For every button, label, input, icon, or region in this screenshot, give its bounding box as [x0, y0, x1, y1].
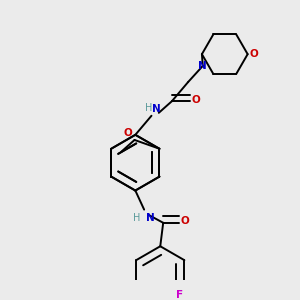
Text: O: O: [191, 94, 200, 105]
Text: F: F: [176, 290, 183, 300]
Text: O: O: [181, 216, 190, 226]
Text: O: O: [250, 49, 259, 59]
Text: N: N: [146, 213, 154, 223]
Text: N: N: [198, 61, 207, 71]
Text: H: H: [145, 103, 152, 113]
Text: O: O: [123, 128, 132, 139]
Text: H: H: [133, 212, 140, 223]
Text: N: N: [152, 104, 161, 114]
